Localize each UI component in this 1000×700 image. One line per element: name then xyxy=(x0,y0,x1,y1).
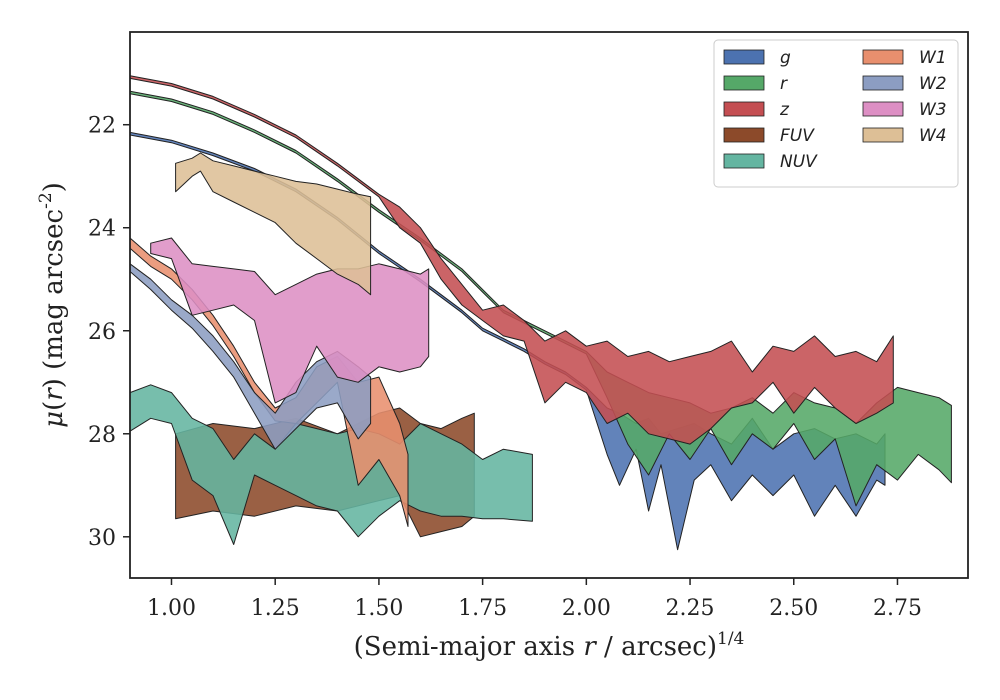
x-tick-label: 1.75 xyxy=(458,596,507,621)
legend-label-z: z xyxy=(779,100,790,120)
legend-label-r: r xyxy=(780,74,788,94)
legend-swatch-w1 xyxy=(862,49,904,65)
y-tick-label: 26 xyxy=(88,320,116,345)
band-nuv xyxy=(129,384,533,545)
legend-label-fuv: FUV xyxy=(780,126,815,146)
legend-label-w3: W3 xyxy=(919,100,947,120)
legend-label-w2: W2 xyxy=(919,74,947,94)
legend-label-g: g xyxy=(780,48,791,68)
x-tick-label: 2.75 xyxy=(873,596,922,621)
x-tick-label: 2.00 xyxy=(562,596,611,621)
x-tick-label: 2.25 xyxy=(666,596,715,621)
legend-swatch-w3 xyxy=(862,101,904,117)
plot-frame xyxy=(129,31,969,579)
x-axis-title: (Semi-major axis r / arcsec)1/4 xyxy=(354,629,745,662)
legend-swatch-g xyxy=(723,49,765,65)
y-tick-label: 30 xyxy=(88,526,116,551)
legend-swatch-fuv xyxy=(723,127,765,143)
y-tick-label: 24 xyxy=(88,217,116,242)
band-w4 xyxy=(175,152,372,296)
y-axis-title: μ(r) (mag arcsec-2) xyxy=(36,182,69,428)
legend-swatch-z xyxy=(723,101,765,117)
legend-label-w1: W1 xyxy=(919,48,947,68)
legend: grz FUV NUV W1 W2 W3 W4 xyxy=(713,39,959,188)
legend-swatch-w2 xyxy=(862,75,904,91)
legend-swatch-w4 xyxy=(862,127,904,143)
x-tick-label: 1.50 xyxy=(354,596,403,621)
x-axis: 1.00 1.25 1.50 1.75 2.00 2.25 2.50 2.75 xyxy=(147,578,922,621)
x-tick-label: 1.25 xyxy=(251,596,300,621)
x-tick-label: 1.00 xyxy=(147,596,196,621)
band-w2 xyxy=(129,263,372,450)
series-bands xyxy=(129,75,952,551)
legend-swatch-nuv xyxy=(723,153,765,169)
legend-swatch-r xyxy=(723,75,765,91)
y-tick-label: 22 xyxy=(88,114,116,139)
x-tick-label: 2.50 xyxy=(769,596,818,621)
y-axis: 22 24 26 28 30 xyxy=(88,114,130,551)
y-tick-label: 28 xyxy=(88,423,116,448)
legend-label-nuv: NUV xyxy=(780,152,818,172)
legend-label-w4: W4 xyxy=(919,126,947,146)
band-z xyxy=(129,75,894,445)
